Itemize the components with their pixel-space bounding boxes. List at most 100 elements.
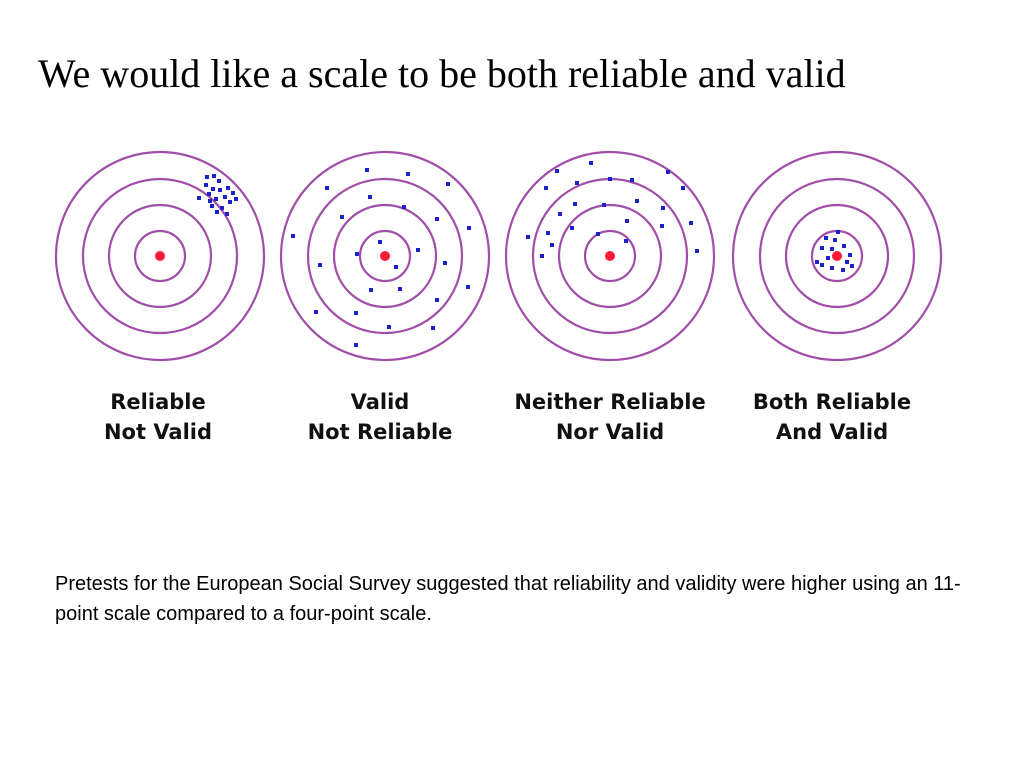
- target-ring: [784, 203, 890, 309]
- target-ring: [279, 150, 491, 362]
- shot-mark: [689, 221, 693, 225]
- shot-mark: [555, 169, 559, 173]
- shot-mark: [841, 268, 845, 272]
- shot-mark: [544, 186, 548, 190]
- shot-mark: [550, 243, 554, 247]
- shot-mark: [217, 179, 221, 183]
- shot-mark: [826, 256, 830, 260]
- shot-mark: [850, 264, 854, 268]
- targets-diagram: [54, 150, 943, 362]
- shot-mark: [589, 161, 593, 165]
- shot-mark: [431, 326, 435, 330]
- shot-mark: [830, 247, 834, 251]
- shot-mark: [416, 248, 420, 252]
- shot-mark: [815, 260, 819, 264]
- shot-mark: [365, 168, 369, 172]
- target-ring: [731, 150, 943, 362]
- shot-mark: [546, 231, 550, 235]
- shot-mark: [443, 261, 447, 265]
- caption-line-2: Not Valid: [103, 420, 213, 444]
- shot-mark: [291, 234, 295, 238]
- shot-mark: [446, 182, 450, 186]
- shot-mark: [354, 343, 358, 347]
- body-note: Pretests for the European Social Survey …: [55, 573, 961, 625]
- slide-title: We would like a scale to be both reliabl…: [38, 51, 846, 96]
- shot-mark: [406, 172, 410, 176]
- shot-mark: [318, 263, 322, 267]
- shot-mark: [368, 195, 372, 199]
- shot-mark: [226, 186, 230, 190]
- shot-mark: [435, 298, 439, 302]
- shot-mark: [225, 212, 229, 216]
- shot-mark: [210, 204, 214, 208]
- shot-mark: [208, 199, 212, 203]
- shot-mark: [325, 186, 329, 190]
- shot-mark: [205, 175, 209, 179]
- shot-mark: [231, 191, 235, 195]
- shot-mark: [570, 226, 574, 230]
- bullseye: [832, 251, 842, 261]
- shot-mark: [540, 254, 544, 258]
- shot-mark: [558, 212, 562, 216]
- target-both: [731, 150, 943, 362]
- bullseye: [155, 251, 165, 261]
- shot-mark: [402, 205, 406, 209]
- shot-mark: [467, 226, 471, 230]
- caption-line-1: Both Reliable: [752, 390, 912, 414]
- shot-mark: [214, 197, 218, 201]
- shot-mark: [355, 252, 359, 256]
- target-ring: [557, 203, 663, 309]
- target-ring: [54, 150, 266, 362]
- target-reliable-not-valid: [54, 150, 266, 362]
- target-neither: [504, 150, 716, 362]
- shot-mark: [836, 230, 840, 234]
- shot-mark: [234, 197, 238, 201]
- shot-mark: [624, 239, 628, 243]
- target-ring: [758, 177, 916, 335]
- shot-mark: [602, 203, 606, 207]
- target-caption-reliable-not-valid: Reliable Not Valid: [48, 387, 268, 447]
- shot-mark: [340, 215, 344, 219]
- shot-mark: [354, 311, 358, 315]
- target-valid-not-reliable: [279, 150, 491, 362]
- caption-line-2: Not Reliable: [307, 420, 453, 444]
- shot-mark: [830, 266, 834, 270]
- shot-mark: [466, 285, 470, 289]
- shot-mark: [820, 263, 824, 267]
- target-caption-neither: Neither Reliable Nor Valid: [500, 387, 720, 447]
- shot-mark: [197, 196, 201, 200]
- shot-mark: [573, 202, 577, 206]
- bullseye: [605, 251, 615, 261]
- shot-mark: [596, 232, 600, 236]
- target-caption-valid-not-reliable: Valid Not Reliable: [270, 387, 490, 447]
- shot-mark: [661, 206, 665, 210]
- shot-mark: [218, 188, 222, 192]
- target-ring: [107, 203, 213, 309]
- shot-mark: [695, 249, 699, 253]
- target-caption-both: Both Reliable And Valid: [722, 387, 942, 447]
- shot-mark: [212, 174, 216, 178]
- shot-mark: [223, 195, 227, 199]
- shot-mark: [681, 186, 685, 190]
- shot-mark: [211, 187, 215, 191]
- shot-mark: [660, 224, 664, 228]
- shot-mark: [369, 288, 373, 292]
- target-ring: [306, 177, 464, 335]
- shot-mark: [625, 219, 629, 223]
- shot-mark: [398, 287, 402, 291]
- target-ring: [583, 229, 637, 283]
- shot-mark: [608, 177, 612, 181]
- target-ring: [81, 177, 239, 335]
- shot-mark: [204, 183, 208, 187]
- caption-line-1: Reliable: [110, 390, 206, 414]
- shot-mark: [824, 236, 828, 240]
- shot-mark: [845, 260, 849, 264]
- shot-mark: [575, 181, 579, 185]
- shot-mark: [635, 199, 639, 203]
- target-ring: [133, 229, 187, 283]
- shot-mark: [820, 246, 824, 250]
- shot-mark: [848, 253, 852, 257]
- target-ring: [504, 150, 716, 362]
- shot-mark: [207, 192, 211, 196]
